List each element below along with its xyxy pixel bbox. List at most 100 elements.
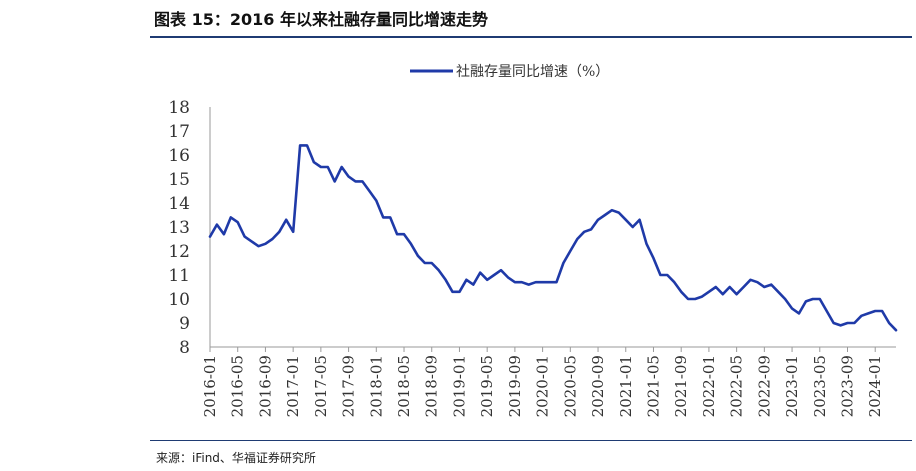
data-point <box>701 295 703 297</box>
x-tick-label: 2020-05 <box>561 355 579 417</box>
data-point <box>271 238 273 240</box>
data-point <box>798 312 800 314</box>
y-tick-label: 8 <box>179 338 190 358</box>
data-point <box>334 180 336 182</box>
data-point <box>742 286 744 288</box>
data-point <box>583 231 585 233</box>
data-point <box>763 286 765 288</box>
data-point <box>632 226 634 228</box>
x-tick-label: 2022-09 <box>755 355 773 417</box>
source-note: 来源：iFind、华福证券研究所 <box>156 451 316 465</box>
data-point <box>438 269 440 271</box>
data-point <box>250 240 252 242</box>
data-point <box>507 276 509 278</box>
y-tick-label: 15 <box>168 170 190 190</box>
data-point <box>472 283 474 285</box>
x-tick-label: 2022-05 <box>728 355 746 417</box>
data-point <box>604 214 606 216</box>
y-tick-label: 9 <box>179 314 190 334</box>
data-point <box>361 180 363 182</box>
data-point <box>444 279 446 281</box>
x-tick-label: 2021-09 <box>672 355 690 417</box>
x-tick-label: 2018-05 <box>395 355 413 417</box>
x-tick-label: 2021-01 <box>617 355 635 417</box>
data-point <box>528 283 530 285</box>
y-tick-label: 11 <box>168 266 190 286</box>
data-point <box>638 219 640 221</box>
data-point <box>722 293 724 295</box>
data-point <box>867 312 869 314</box>
title-bar: 图表 15：2016 年以来社融存量同比增速走势 <box>150 0 912 38</box>
data-point <box>417 255 419 257</box>
data-point <box>791 307 793 309</box>
data-point <box>347 175 349 177</box>
data-point <box>257 245 259 247</box>
x-tick-label: 2024-01 <box>866 355 884 417</box>
data-point <box>673 281 675 283</box>
chart-area: 社融存量同比增速（%） 8 9 10 11 12 13 14 15 16 17 18 2016-01… <box>150 36 912 436</box>
data-point <box>832 322 834 324</box>
data-point <box>597 219 599 221</box>
data-point <box>770 283 772 285</box>
data-point <box>694 298 696 300</box>
y-tick-label: 17 <box>168 122 190 142</box>
data-point <box>389 216 391 218</box>
data-point <box>285 219 287 221</box>
data-point <box>860 315 862 317</box>
data-point <box>812 298 814 300</box>
data-point <box>888 322 890 324</box>
data-point <box>403 233 405 235</box>
data-point <box>645 243 647 245</box>
data-point <box>576 238 578 240</box>
data-point <box>230 216 232 218</box>
data-point <box>569 250 571 252</box>
data-point <box>354 180 356 182</box>
data-point <box>784 298 786 300</box>
x-tick-label: 2016-05 <box>229 355 247 417</box>
data-point <box>625 219 627 221</box>
data-point <box>264 243 266 245</box>
data-point <box>479 271 481 273</box>
data-point <box>853 322 855 324</box>
data-point <box>874 310 876 312</box>
data-point <box>562 262 564 264</box>
data-point <box>735 293 737 295</box>
data-point <box>431 262 433 264</box>
x-tick-label: 2019-05 <box>478 355 496 417</box>
data-point <box>514 281 516 283</box>
x-tick-label: 2017-09 <box>340 355 358 417</box>
data-point <box>451 291 453 293</box>
data-point <box>424 262 426 264</box>
data-point <box>839 324 841 326</box>
x-tick-label: 2023-09 <box>838 355 856 417</box>
data-point <box>659 274 661 276</box>
y-axis: 8 9 10 11 12 13 14 15 16 17 18 <box>168 98 211 358</box>
data-point <box>368 190 370 192</box>
data-point <box>216 223 218 225</box>
x-tick-label: 2019-09 <box>506 355 524 417</box>
data-point <box>458 291 460 293</box>
data-point <box>243 235 245 237</box>
data-point <box>715 286 717 288</box>
data-point <box>521 281 523 283</box>
data-point <box>396 233 398 235</box>
data-point <box>535 281 537 283</box>
data-point <box>382 216 384 218</box>
data-point <box>611 209 613 211</box>
data-point <box>618 211 620 213</box>
data-point <box>548 281 550 283</box>
data-point <box>223 233 225 235</box>
data-point <box>687 298 689 300</box>
series-line <box>208 144 898 332</box>
x-tick-label: 2018-01 <box>367 355 385 417</box>
data-point <box>826 310 828 312</box>
data-point <box>375 199 377 201</box>
x-tick-label: 2017-01 <box>284 355 302 417</box>
data-point <box>486 279 488 281</box>
data-point <box>313 161 315 163</box>
plot-area <box>208 144 898 332</box>
data-point <box>541 281 543 283</box>
x-tick-label: 2020-09 <box>589 355 607 417</box>
y-tick-label: 13 <box>168 218 190 238</box>
data-point <box>278 231 280 233</box>
